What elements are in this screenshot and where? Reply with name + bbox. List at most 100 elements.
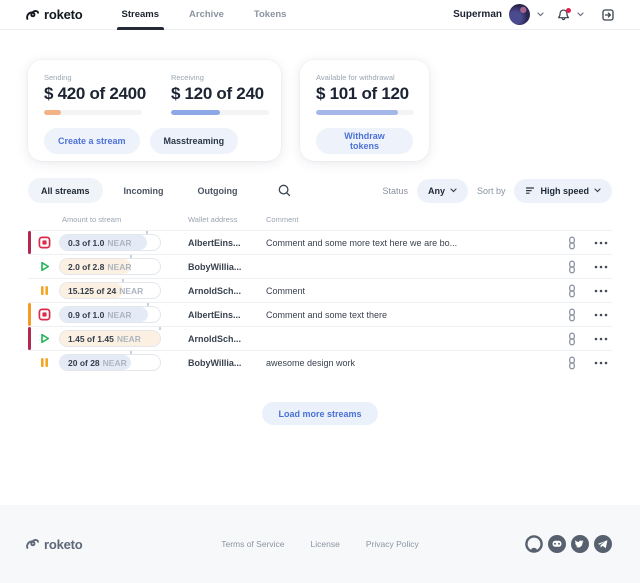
sending-stat: Sending $ 420 of 2400: [44, 73, 146, 115]
license-link[interactable]: License: [310, 539, 340, 549]
receiving-progress-bar: [170, 110, 269, 115]
sending-label: Sending: [44, 73, 72, 82]
stream-progress-tick: [122, 279, 124, 282]
stream-row[interactable]: 1.45 of 1.45 NEAR ArnoldSch...: [28, 326, 612, 350]
stream-menu-button[interactable]: [592, 263, 610, 271]
load-more-streams-button[interactable]: Load more streams: [262, 402, 378, 425]
twitter-icon[interactable]: [571, 535, 589, 553]
stream-state-icon[interactable]: [38, 236, 51, 249]
app-logo[interactable]: roketo: [25, 0, 83, 29]
stream-amount-progress: [60, 331, 160, 346]
stream-row[interactable]: 20 of 28 NEAR BobyWillia... awesome desi…: [28, 350, 612, 374]
telegram-icon[interactable]: [594, 535, 612, 553]
streams-table-header: Amount to stream Wallet address Comment: [28, 215, 612, 230]
stream-state-icon[interactable]: [38, 356, 51, 369]
footer-social-links: [525, 535, 612, 553]
stream-amount-cell: 2.0 of 2.8 NEAR: [28, 255, 188, 275]
terms-of-service-link[interactable]: Terms of Service: [221, 539, 285, 549]
stream-link-button[interactable]: [564, 354, 580, 372]
stream-amount-pill: 0.9 of 1.0 NEAR: [59, 303, 161, 323]
stop-icon: [38, 308, 51, 321]
stream-row[interactable]: 0.9 of 1.0 NEAR AlbertEins... Comment an…: [28, 302, 612, 326]
stream-state-icon[interactable]: [38, 332, 51, 345]
pause-icon: [41, 358, 48, 367]
stream-link-button[interactable]: [564, 330, 580, 348]
row-menu-dots-icon: [594, 241, 608, 244]
stream-row-actions: [564, 306, 612, 324]
stream-amount-currency: NEAR: [107, 237, 132, 248]
stream-wallet-address: BobyWillia...: [188, 261, 242, 272]
stream-row[interactable]: 2.0 of 2.8 NEAR BobyWillia...: [28, 254, 612, 278]
github-icon[interactable]: [525, 535, 543, 553]
stream-amount-currency: NEAR: [102, 357, 127, 368]
sort-lines-icon: [526, 187, 535, 194]
stream-link-button[interactable]: [564, 234, 580, 252]
stream-amount-value: 0.3 of 1.0: [68, 237, 105, 248]
notification-badge-dot: [566, 7, 571, 13]
stream-amount-currency: NEAR: [116, 333, 141, 344]
stream-row-actions: [564, 234, 612, 252]
search-button[interactable]: [277, 183, 292, 198]
stream-state-icon[interactable]: [38, 308, 51, 321]
stream-link-icon: [569, 332, 575, 345]
stream-progress-tick: [146, 231, 148, 234]
stream-comment: Comment and some more text here we are b…: [266, 237, 458, 248]
stream-amount-progress: [60, 235, 147, 250]
stream-link-button[interactable]: [564, 258, 580, 276]
tab-all-streams[interactable]: All streams: [28, 178, 103, 203]
stream-link-button[interactable]: [564, 306, 580, 324]
user-avatar[interactable]: [509, 4, 530, 25]
tab-outgoing[interactable]: Outgoing: [197, 185, 238, 196]
stream-link-button[interactable]: [564, 282, 580, 300]
sign-out-button[interactable]: [601, 8, 615, 22]
stream-progress-tick: [130, 351, 132, 354]
play-icon: [41, 333, 50, 344]
stream-accent-bar: [28, 303, 31, 326]
stream-amount-pill: 20 of 28 NEAR: [59, 351, 161, 371]
tab-incoming[interactable]: Incoming: [123, 185, 164, 196]
privacy-policy-link[interactable]: Privacy Policy: [365, 539, 419, 549]
stream-menu-button[interactable]: [592, 335, 610, 343]
pause-icon: [41, 286, 48, 295]
stream-amount-pill: 15.125 of 24 NEAR: [59, 279, 161, 299]
stream-row[interactable]: 15.125 of 24 NEAR ArnoldSch... Comment: [28, 278, 612, 302]
masstreaming-button[interactable]: Masstreaming: [149, 128, 239, 154]
withdrawal-stat: Available for withdrawal $ 101 of 120: [316, 73, 414, 115]
stream-state-icon[interactable]: [38, 260, 51, 273]
stream-menu-button[interactable]: [592, 287, 610, 295]
receiving-label: Receiving: [170, 73, 204, 82]
stream-state-icon[interactable]: [38, 284, 51, 297]
status-label: Status: [382, 185, 408, 196]
nav-archive[interactable]: Archive: [189, 9, 224, 20]
stream-menu-button[interactable]: [592, 311, 610, 319]
withdrawal-progress-fill: [316, 110, 399, 115]
notifications-chevron-down-icon[interactable]: [577, 12, 584, 17]
stream-progress-tick: [159, 327, 161, 330]
notifications-button[interactable]: [557, 7, 571, 22]
chevron-down-icon: [450, 188, 457, 193]
nav-tokens[interactable]: Tokens: [253, 9, 287, 20]
streams-table: Amount to stream Wallet address Comment …: [0, 203, 640, 425]
column-comment: Comment: [266, 215, 299, 224]
withdraw-tokens-button[interactable]: Withdraw tokens: [316, 128, 413, 154]
top-navigation-bar: roketo Streams Archive Tokens Superman: [0, 0, 640, 30]
stream-amount-pill: 0.3 of 1.0 NEAR: [59, 231, 161, 251]
footer-logo[interactable]: roketo: [25, 537, 83, 552]
stream-row[interactable]: 0.3 of 1.0 NEAR AlbertEins... Comment an…: [28, 230, 612, 254]
create-stream-button[interactable]: Create a stream: [44, 128, 140, 154]
stream-menu-button[interactable]: [592, 359, 610, 367]
sort-by-label: Sort by: [476, 185, 506, 196]
discord-icon[interactable]: [548, 535, 566, 553]
sort-select[interactable]: High speed: [514, 178, 612, 203]
stream-amount-cell: 0.9 of 1.0 NEAR: [28, 303, 188, 323]
stream-menu-button[interactable]: [592, 239, 610, 247]
status-select[interactable]: Any: [416, 178, 468, 203]
stop-icon: [38, 236, 51, 249]
receiving-stat: Receiving $ 120 of 240: [170, 73, 269, 115]
stream-row-actions: [564, 258, 612, 276]
stream-filters: All streams Incoming Outgoing Status Any…: [0, 161, 640, 203]
footer-links: Terms of Service License Privacy Policy: [0, 539, 640, 549]
stream-amount-value: 15.125 of 24: [68, 285, 117, 296]
account-chevron-down-icon[interactable]: [537, 12, 544, 17]
nav-streams[interactable]: Streams: [109, 0, 173, 30]
